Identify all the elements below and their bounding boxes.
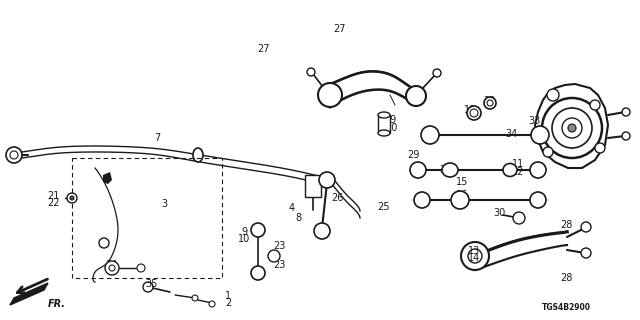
Text: 23: 23: [273, 241, 285, 251]
Text: 27: 27: [333, 24, 345, 34]
Text: 30: 30: [493, 208, 505, 218]
Circle shape: [99, 238, 109, 248]
Text: 23: 23: [273, 260, 285, 270]
Text: 26: 26: [331, 193, 343, 203]
Text: 17: 17: [456, 197, 468, 207]
Circle shape: [319, 172, 335, 188]
Circle shape: [542, 98, 602, 158]
Polygon shape: [535, 84, 608, 168]
Circle shape: [513, 212, 525, 224]
Circle shape: [421, 126, 439, 144]
Ellipse shape: [503, 164, 517, 177]
Circle shape: [70, 196, 74, 200]
Circle shape: [137, 264, 145, 272]
Text: 3: 3: [161, 199, 167, 209]
Circle shape: [192, 295, 198, 301]
Circle shape: [568, 124, 576, 132]
Text: 19: 19: [385, 115, 397, 125]
Text: TGS4B2900: TGS4B2900: [541, 302, 591, 311]
Circle shape: [105, 261, 119, 275]
Bar: [305, 175, 321, 197]
Circle shape: [622, 108, 630, 116]
Circle shape: [307, 68, 315, 76]
Circle shape: [414, 192, 430, 208]
Circle shape: [530, 162, 546, 178]
Text: 22: 22: [47, 198, 60, 208]
Text: 8: 8: [295, 213, 301, 223]
Circle shape: [531, 126, 549, 144]
Text: 13: 13: [468, 246, 480, 256]
Circle shape: [622, 132, 630, 140]
Text: 29: 29: [407, 150, 419, 160]
Text: 31: 31: [439, 165, 451, 175]
Circle shape: [268, 250, 280, 262]
Text: 6: 6: [579, 123, 585, 133]
Circle shape: [6, 147, 22, 163]
Text: 32: 32: [483, 96, 495, 106]
Text: 33: 33: [528, 116, 540, 126]
Text: 20: 20: [385, 123, 397, 133]
Text: 10: 10: [238, 234, 250, 244]
Circle shape: [547, 89, 559, 101]
Text: 11: 11: [512, 159, 524, 169]
Text: 2: 2: [225, 298, 231, 308]
Polygon shape: [10, 283, 48, 305]
Ellipse shape: [442, 163, 458, 177]
Text: 34: 34: [505, 129, 517, 139]
Circle shape: [461, 242, 489, 270]
Circle shape: [581, 222, 591, 232]
Text: 18: 18: [464, 105, 476, 115]
Text: 14: 14: [468, 253, 480, 263]
Circle shape: [590, 100, 600, 110]
Text: 24: 24: [105, 260, 117, 270]
Circle shape: [209, 301, 215, 307]
Circle shape: [318, 83, 342, 107]
Circle shape: [530, 192, 546, 208]
Circle shape: [581, 248, 591, 258]
Ellipse shape: [193, 148, 203, 162]
Bar: [72, 158, 222, 278]
Text: 15: 15: [456, 177, 468, 187]
Circle shape: [143, 282, 153, 292]
Bar: [378, 115, 390, 133]
Text: 7: 7: [154, 133, 160, 143]
Ellipse shape: [467, 106, 481, 120]
Text: 27: 27: [257, 44, 269, 54]
Ellipse shape: [378, 112, 390, 118]
Circle shape: [433, 69, 441, 77]
Circle shape: [251, 266, 265, 280]
Text: 12: 12: [512, 167, 524, 177]
Circle shape: [406, 86, 426, 106]
Circle shape: [109, 265, 115, 271]
Text: 1: 1: [225, 291, 231, 301]
Circle shape: [410, 162, 426, 178]
Circle shape: [67, 193, 77, 203]
Text: FR.: FR.: [48, 299, 66, 309]
Text: 9: 9: [241, 227, 247, 237]
Circle shape: [314, 223, 330, 239]
Text: 21: 21: [47, 191, 59, 201]
Ellipse shape: [378, 130, 390, 136]
Circle shape: [543, 147, 553, 157]
Text: 35: 35: [145, 279, 157, 289]
Text: 28: 28: [560, 220, 572, 230]
Text: 28: 28: [560, 273, 572, 283]
Ellipse shape: [451, 191, 469, 209]
Text: 25: 25: [377, 202, 389, 212]
Polygon shape: [103, 172, 112, 184]
Text: 5: 5: [579, 115, 585, 125]
Circle shape: [251, 223, 265, 237]
Text: 4: 4: [289, 203, 295, 213]
Text: 16: 16: [456, 190, 468, 200]
Ellipse shape: [484, 97, 496, 109]
Circle shape: [595, 143, 605, 153]
